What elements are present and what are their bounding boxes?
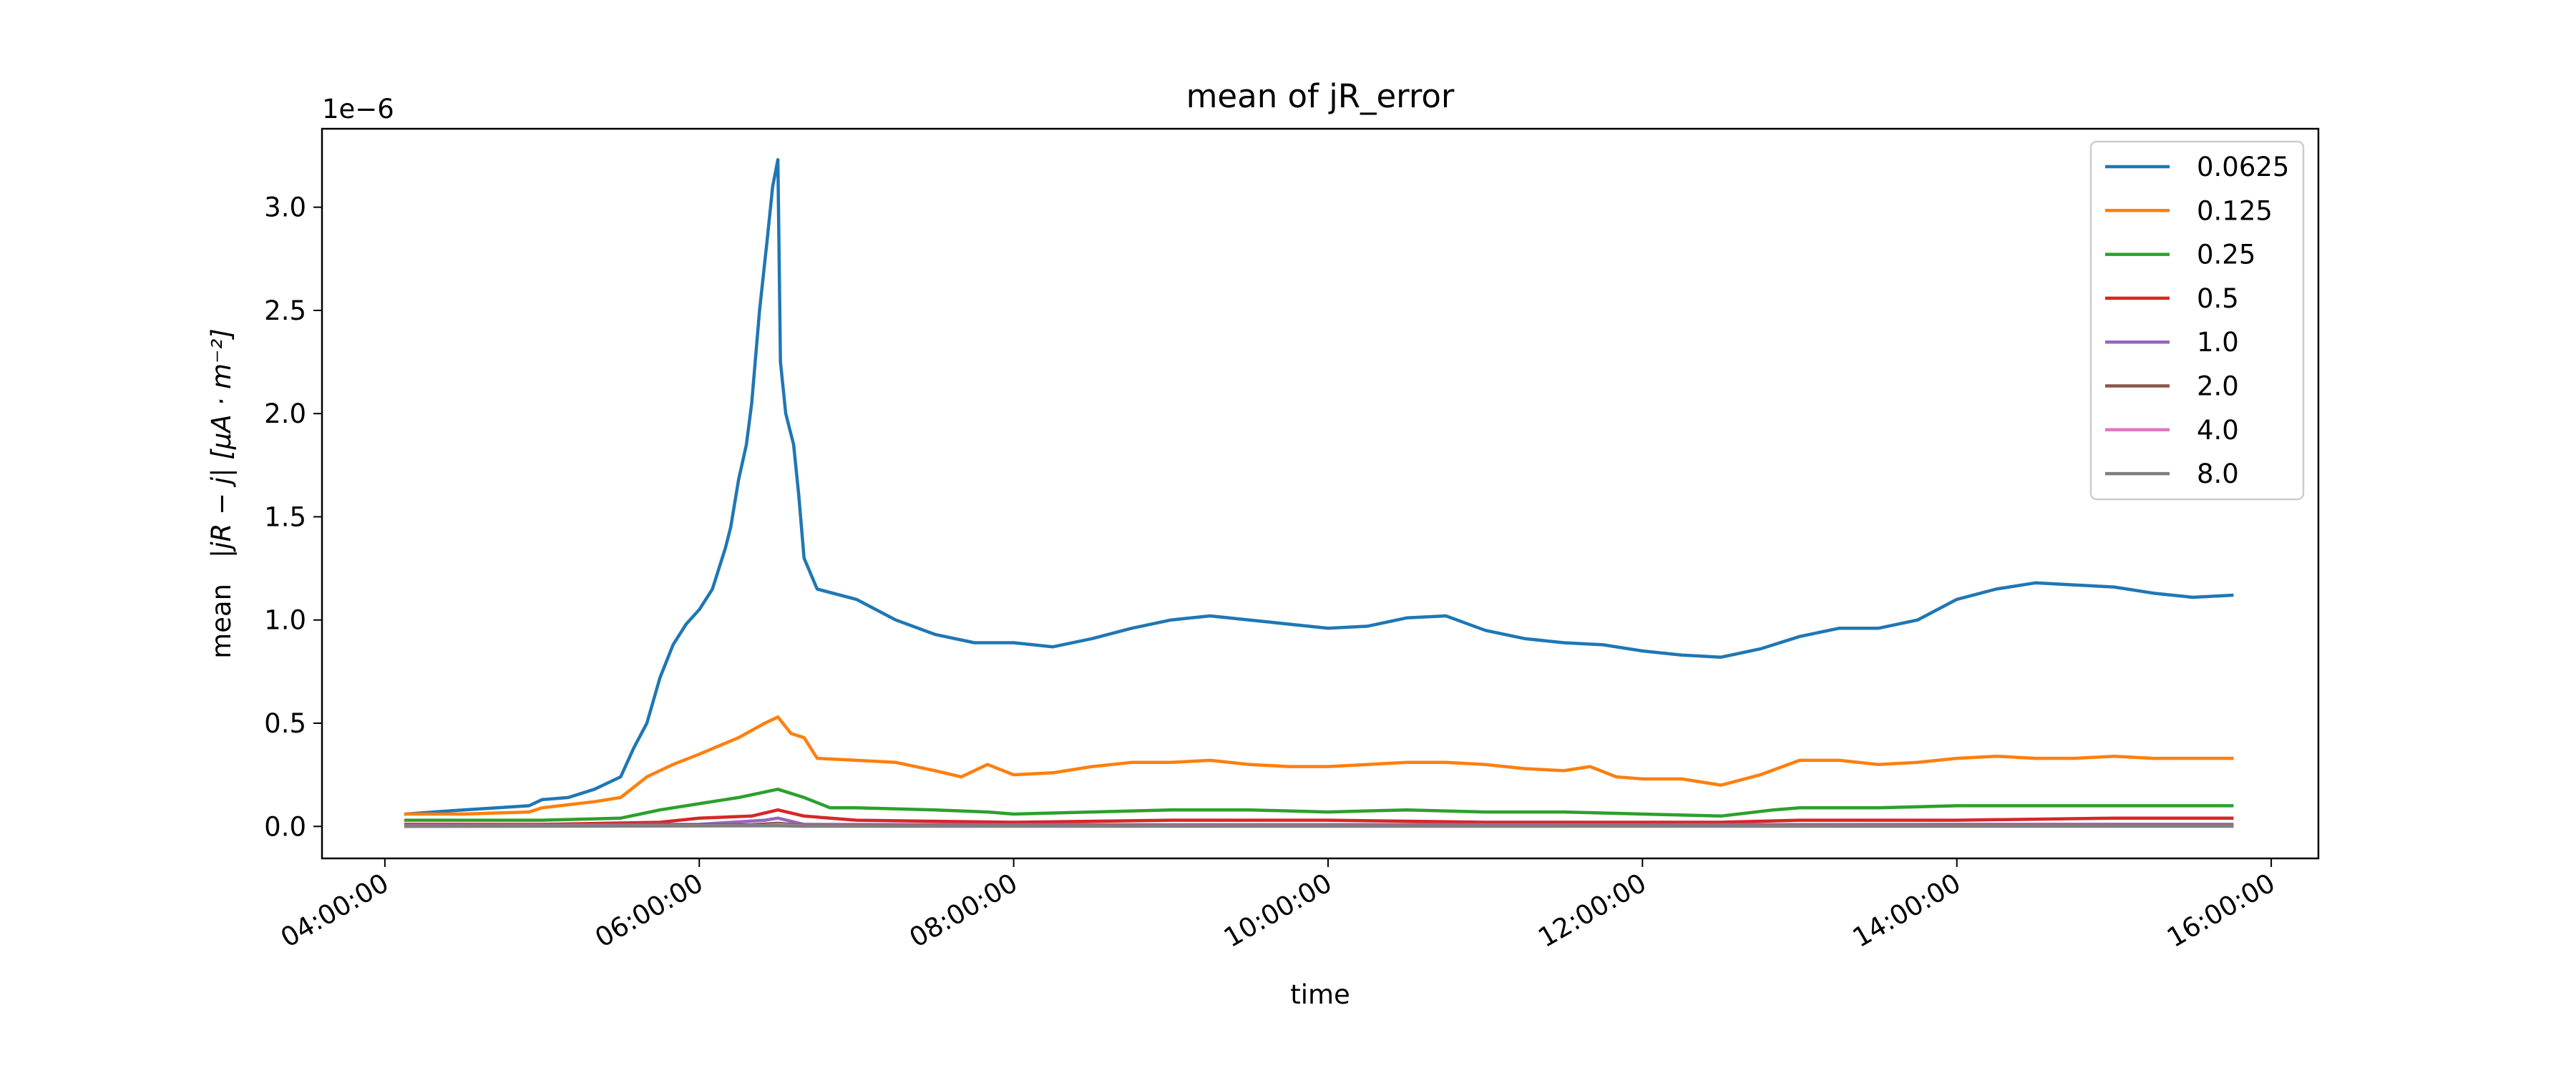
svg-text:mean |jR − j| [μA · m⁻²]: mean |jR − j| [μA · m⁻²] <box>206 328 237 659</box>
series-line-7 <box>404 824 2234 828</box>
legend: 0.0625 0.125 0.25 0.5 1.0 2.0 4.0 8.0 <box>2089 140 2305 501</box>
series-line-2 <box>404 788 2234 822</box>
legend-label-6: 4.0 <box>2197 415 2239 446</box>
legend-box <box>2089 140 2305 501</box>
x-axis-label: time <box>1290 979 1350 1010</box>
y-tick-label-6: 3.0 <box>264 192 306 223</box>
series-layer <box>404 158 2234 828</box>
y-axis-label-math: |jR − j| [μA · m⁻²] <box>206 328 237 558</box>
y-axis-label-prefix: mean <box>206 584 237 659</box>
y-tick-label-1: 0.5 <box>264 708 306 739</box>
legend-label-7: 8.0 <box>2197 459 2239 489</box>
y-tick-label-5: 2.5 <box>264 295 306 326</box>
y-offset-label: 1e−6 <box>322 94 394 124</box>
legend-label-0: 0.0625 <box>2197 152 2289 182</box>
legend-label-3: 0.5 <box>2197 283 2239 314</box>
y-tick-label-0: 0.0 <box>264 811 306 842</box>
plot-frame <box>321 127 2320 860</box>
y-axis-label: mean |jR − j| [μA · m⁻²] <box>206 328 237 659</box>
series-line-1 <box>404 715 2234 816</box>
series-line-3 <box>404 808 2234 826</box>
y-tick-label-4: 2.0 <box>264 398 306 429</box>
series-line-0 <box>404 158 2234 816</box>
legend-label-2: 0.25 <box>2197 240 2255 270</box>
legend-label-5: 2.0 <box>2197 371 2239 402</box>
chart-title: mean of jR_error <box>1186 77 1455 115</box>
y-tick-label-2: 1.0 <box>264 605 306 636</box>
legend-label-1: 0.125 <box>2197 195 2273 226</box>
y-tick-label-3: 1.5 <box>264 501 306 532</box>
legend-label-4: 1.0 <box>2197 327 2239 358</box>
y-axis: 0.0 0.5 1.0 1.5 2.0 2.5 3.0 <box>264 192 322 842</box>
